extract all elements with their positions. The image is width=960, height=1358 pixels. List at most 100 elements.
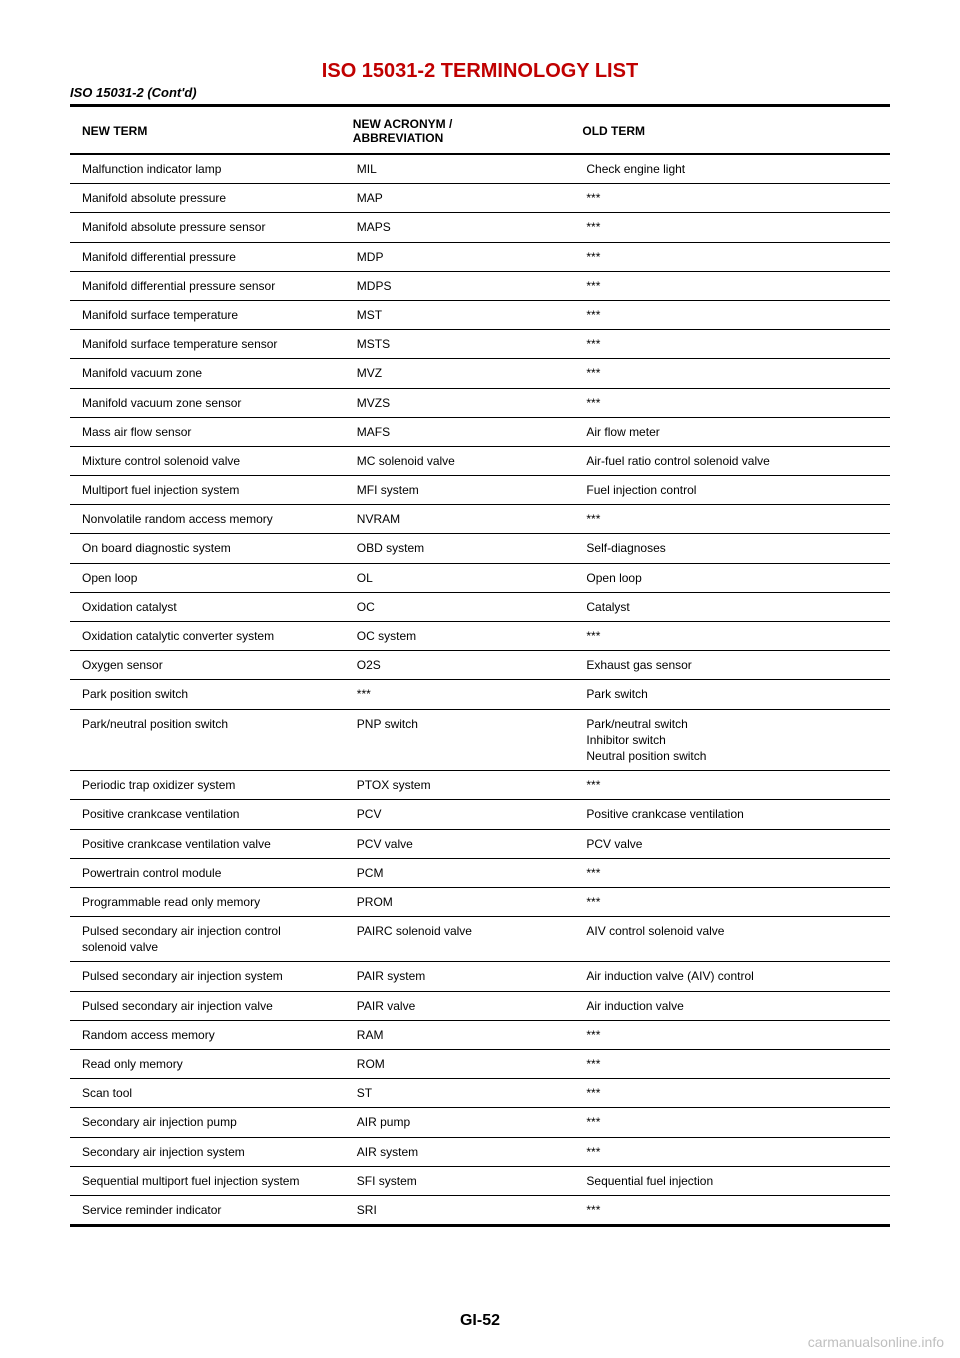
cell-acronym: SRI [349, 1195, 579, 1225]
cell-acronym: MST [349, 300, 579, 329]
table-row: Park position switch***Park switch [70, 680, 890, 709]
page-subtitle: ISO 15031-2 (Cont'd) [70, 85, 890, 100]
cell-old-term: Air flow meter [578, 417, 890, 446]
cell-new-term: Manifold surface temperature sensor [70, 330, 349, 359]
cell-old-term: *** [578, 622, 890, 651]
cell-new-term: Mass air flow sensor [70, 417, 349, 446]
cell-old-term: *** [578, 271, 890, 300]
cell-new-term: Manifold absolute pressure sensor [70, 213, 349, 242]
cell-new-term: Multiport fuel injection system [70, 476, 349, 505]
cell-new-term: Pulsed secondary air injection system [70, 962, 349, 991]
cell-acronym: MAPS [349, 213, 579, 242]
cell-old-term: *** [578, 887, 890, 916]
table-row: Pulsed secondary air injection valvePAIR… [70, 991, 890, 1020]
cell-acronym: MVZ [349, 359, 579, 388]
cell-acronym: PAIR system [349, 962, 579, 991]
cell-new-term: Programmable read only memory [70, 887, 349, 916]
cell-old-term: *** [578, 1020, 890, 1049]
table-row: Oxidation catalystOCCatalyst [70, 592, 890, 621]
table-row: Manifold differential pressureMDP*** [70, 242, 890, 271]
cell-new-term: Positive crankcase ventilation [70, 800, 349, 829]
table-row: Secondary air injection systemAIR system… [70, 1137, 890, 1166]
table-row: Random access memoryRAM*** [70, 1020, 890, 1049]
cell-old-term: *** [578, 184, 890, 213]
cell-acronym: OBD system [349, 534, 579, 563]
table-row: Manifold vacuum zone sensorMVZS*** [70, 388, 890, 417]
table-row: Oxygen sensorO2SExhaust gas sensor [70, 651, 890, 680]
table-row: Manifold differential pressure sensorMDP… [70, 271, 890, 300]
cell-acronym: PCV valve [349, 829, 579, 858]
cell-acronym: OC system [349, 622, 579, 651]
cell-acronym: PAIRC solenoid valve [349, 917, 579, 962]
cell-acronym: MVZS [349, 388, 579, 417]
cell-old-term: *** [578, 213, 890, 242]
cell-old-term: *** [578, 771, 890, 800]
cell-acronym: MDPS [349, 271, 579, 300]
cell-new-term: Oxidation catalytic converter system [70, 622, 349, 651]
cell-acronym: ST [349, 1079, 579, 1108]
cell-acronym: *** [349, 680, 579, 709]
table-row: Manifold absolute pressureMAP*** [70, 184, 890, 213]
table-row: Manifold absolute pressure sensorMAPS*** [70, 213, 890, 242]
cell-new-term: On board diagnostic system [70, 534, 349, 563]
cell-acronym: PROM [349, 887, 579, 916]
table-row: Multiport fuel injection systemMFI syste… [70, 476, 890, 505]
cell-acronym: MDP [349, 242, 579, 271]
cell-old-term: *** [578, 1108, 890, 1137]
page-title: ISO 15031-2 TERMINOLOGY LIST [70, 60, 890, 83]
cell-new-term: Open loop [70, 563, 349, 592]
cell-old-term: *** [578, 1079, 890, 1108]
table-header: NEW TERM NEW ACRONYM /ABBREVIATION OLD T… [70, 109, 890, 154]
cell-old-term: Exhaust gas sensor [578, 651, 890, 680]
cell-new-term: Positive crankcase ventilation valve [70, 829, 349, 858]
table-row: Sequential multiport fuel injection syst… [70, 1166, 890, 1195]
cell-new-term: Manifold absolute pressure [70, 184, 349, 213]
cell-acronym: RAM [349, 1020, 579, 1049]
cell-new-term: Park/neutral position switch [70, 709, 349, 771]
watermark: carmanualsonline.info [808, 1334, 944, 1350]
col-header-acronym: NEW ACRONYM /ABBREVIATION [349, 109, 579, 154]
table-row: Open loopOLOpen loop [70, 563, 890, 592]
cell-new-term: Periodic trap oxidizer system [70, 771, 349, 800]
table-row: Read only memoryROM*** [70, 1050, 890, 1079]
cell-old-term: Catalyst [578, 592, 890, 621]
cell-acronym: O2S [349, 651, 579, 680]
cell-new-term: Oxygen sensor [70, 651, 349, 680]
table-row: Pulsed secondary air injection controlso… [70, 917, 890, 962]
cell-old-term: *** [578, 1050, 890, 1079]
cell-acronym: OL [349, 563, 579, 592]
table-row: Scan toolST*** [70, 1079, 890, 1108]
cell-new-term: Secondary air injection system [70, 1137, 349, 1166]
cell-old-term: *** [578, 242, 890, 271]
table-row: Service reminder indicatorSRI*** [70, 1195, 890, 1225]
cell-old-term: Air induction valve (AIV) control [578, 962, 890, 991]
cell-new-term: Secondary air injection pump [70, 1108, 349, 1137]
table-row: Nonvolatile random access memoryNVRAM*** [70, 505, 890, 534]
cell-old-term: *** [578, 388, 890, 417]
cell-new-term: Sequential multiport fuel injection syst… [70, 1166, 349, 1195]
cell-acronym: SFI system [349, 1166, 579, 1195]
cell-old-term: Positive crankcase ventilation [578, 800, 890, 829]
cell-new-term: Malfunction indicator lamp [70, 154, 349, 184]
cell-old-term: Park/neutral switchInhibitor switchNeutr… [578, 709, 890, 771]
table-row: Manifold vacuum zoneMVZ*** [70, 359, 890, 388]
cell-old-term: *** [578, 300, 890, 329]
cell-new-term: Park position switch [70, 680, 349, 709]
cell-acronym: NVRAM [349, 505, 579, 534]
cell-new-term: Nonvolatile random access memory [70, 505, 349, 534]
table-row: Oxidation catalytic converter systemOC s… [70, 622, 890, 651]
table-row: Park/neutral position switchPNP switchPa… [70, 709, 890, 771]
cell-old-term: Fuel injection control [578, 476, 890, 505]
table-row: Malfunction indicator lampMILCheck engin… [70, 154, 890, 184]
table-row: Mixture control solenoid valveMC solenoi… [70, 446, 890, 475]
table-row: Secondary air injection pumpAIR pump*** [70, 1108, 890, 1137]
cell-new-term: Random access memory [70, 1020, 349, 1049]
cell-new-term: Manifold differential pressure [70, 242, 349, 271]
cell-old-term: *** [578, 505, 890, 534]
cell-new-term: Manifold surface temperature [70, 300, 349, 329]
cell-old-term: Air-fuel ratio control solenoid valve [578, 446, 890, 475]
cell-new-term: Pulsed secondary air injection valve [70, 991, 349, 1020]
cell-new-term: Scan tool [70, 1079, 349, 1108]
cell-new-term: Manifold vacuum zone [70, 359, 349, 388]
table-row: Positive crankcase ventilationPCVPositiv… [70, 800, 890, 829]
